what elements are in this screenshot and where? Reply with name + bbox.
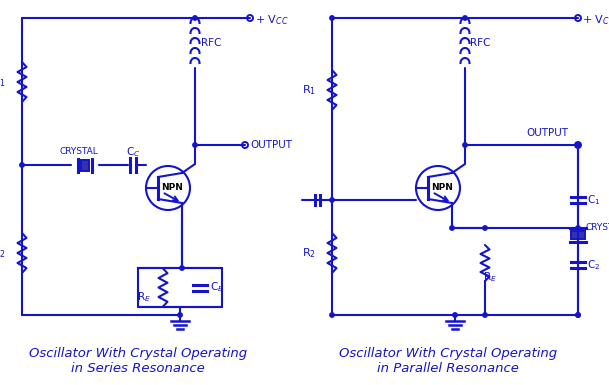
Circle shape — [330, 198, 334, 202]
Circle shape — [453, 313, 457, 317]
Text: CRYSTAL: CRYSTAL — [586, 223, 609, 231]
Circle shape — [463, 16, 467, 20]
Text: R$_1$: R$_1$ — [0, 75, 6, 89]
Text: + V$_{CC}$: + V$_{CC}$ — [255, 13, 289, 27]
Text: Oscillator With Crystal Operating
in Parallel Resonance: Oscillator With Crystal Operating in Par… — [339, 347, 557, 375]
Text: R$_2$: R$_2$ — [302, 246, 316, 260]
Circle shape — [20, 163, 24, 167]
Text: Oscillator With Crystal Operating
in Series Resonance: Oscillator With Crystal Operating in Ser… — [29, 347, 247, 375]
Circle shape — [330, 313, 334, 317]
Circle shape — [576, 226, 580, 230]
Circle shape — [178, 313, 182, 317]
Bar — [81, 159, 89, 171]
Circle shape — [450, 226, 454, 230]
Text: R$_1$: R$_1$ — [302, 83, 316, 97]
Circle shape — [576, 143, 580, 147]
Circle shape — [483, 313, 487, 317]
Circle shape — [193, 143, 197, 147]
Circle shape — [193, 16, 197, 20]
Text: R$_E$: R$_E$ — [137, 291, 151, 305]
Text: CRYSTAL: CRYSTAL — [60, 147, 99, 156]
Circle shape — [483, 226, 487, 230]
Text: R$_2$: R$_2$ — [0, 246, 6, 260]
Text: R$_E$: R$_E$ — [483, 270, 497, 284]
Circle shape — [330, 16, 334, 20]
Circle shape — [576, 313, 580, 317]
Text: C$_1$: C$_1$ — [587, 193, 600, 207]
Text: RFC: RFC — [201, 38, 222, 48]
Text: OUTPUT: OUTPUT — [526, 128, 568, 138]
Circle shape — [576, 313, 580, 317]
Text: + V$_{CC}$: + V$_{CC}$ — [582, 13, 609, 27]
Bar — [571, 231, 585, 239]
Text: NPN: NPN — [161, 184, 183, 192]
Text: RFC: RFC — [470, 38, 490, 48]
Circle shape — [180, 266, 184, 270]
Text: C$_2$: C$_2$ — [587, 258, 600, 272]
Text: NPN: NPN — [431, 184, 453, 192]
Text: C$_C$: C$_C$ — [126, 145, 140, 159]
Circle shape — [463, 143, 467, 147]
Text: C$_E$: C$_E$ — [210, 281, 224, 295]
Text: OUTPUT: OUTPUT — [250, 140, 292, 150]
